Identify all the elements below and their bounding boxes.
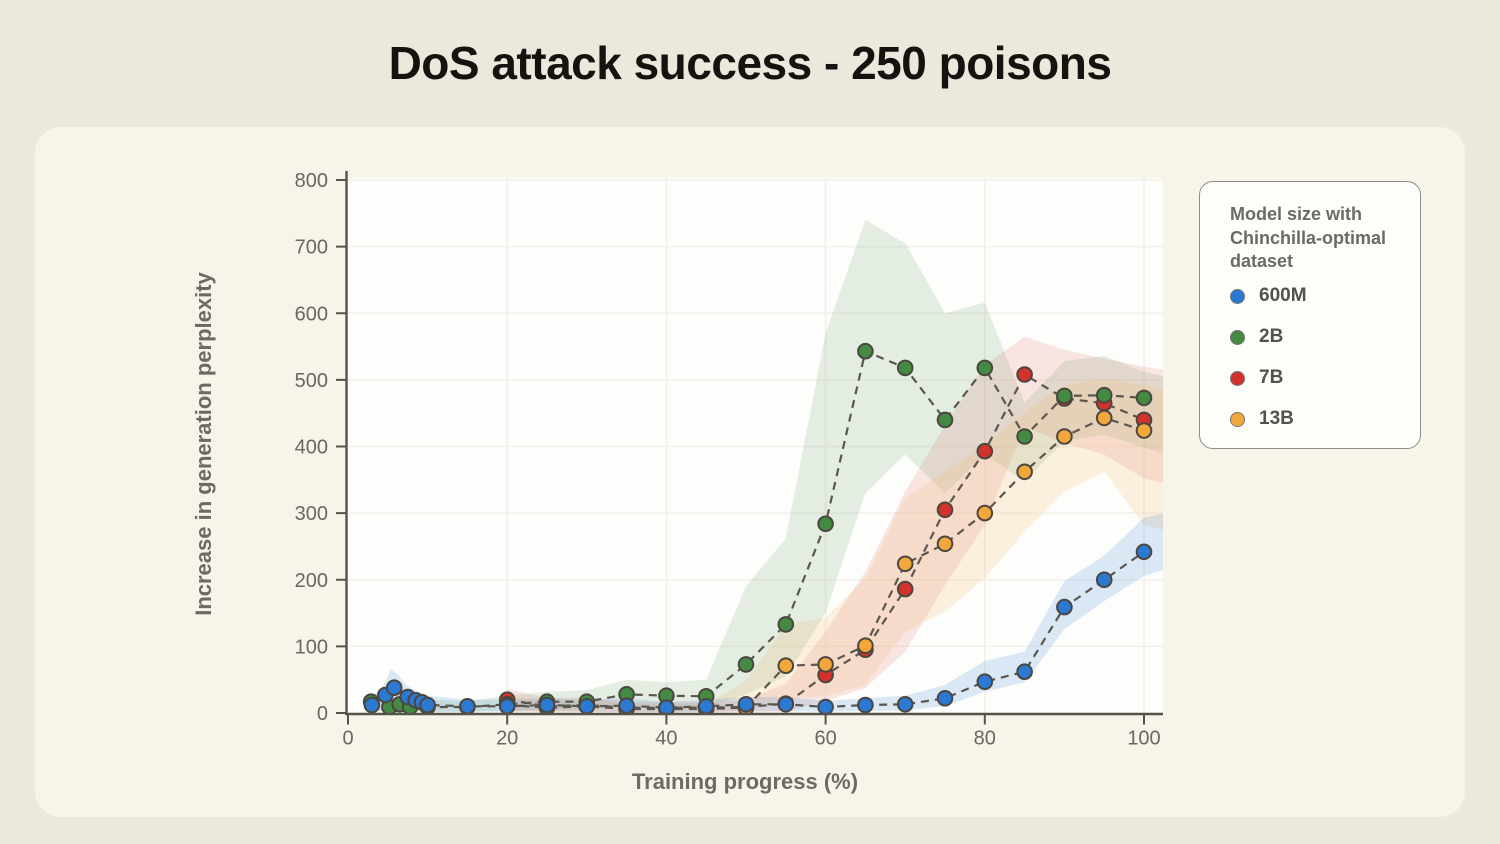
marker-13B: [817, 656, 834, 673]
x-axis-label: Training progress (%): [631, 769, 859, 794]
legend-label-7B: 7B: [1259, 367, 1284, 388]
marker-600M: [459, 698, 476, 714]
x-tick-label-40: 40: [655, 728, 677, 750]
legend-title: Model size with Chinchilla-optimal datas…: [1230, 204, 1387, 271]
marker-13B: [1056, 428, 1073, 445]
marker-600M: [976, 673, 994, 691]
marker-600M: [1095, 571, 1113, 589]
legend-label-2B: 2B: [1259, 326, 1284, 347]
legend-dot-7B-icon: [1230, 370, 1245, 386]
legend-item-7B: 7B: [1230, 367, 1402, 388]
marker-600M: [385, 679, 403, 697]
marker-600M: [498, 698, 516, 714]
x-tick-label-80: 80: [974, 728, 996, 750]
marker-600M: [777, 696, 795, 713]
y-tick-label-800: 800: [295, 170, 328, 192]
legend-item-2B: 2B: [1230, 326, 1402, 347]
marker-600M: [419, 696, 436, 714]
confidence-band-2B: [371, 220, 1163, 712]
y-tick-label-600: 600: [295, 303, 328, 325]
legend-item-13B: 13B: [1230, 408, 1402, 429]
y-tick-label-500: 500: [295, 370, 328, 392]
y-axis-label: Increase in generation perplexity: [191, 272, 216, 616]
marker-600M: [857, 696, 874, 714]
y-tick-label-0: 0: [317, 703, 328, 725]
confidence-band-13B: [507, 378, 1163, 713]
marker-600M: [578, 698, 596, 714]
marker-13B: [896, 555, 914, 573]
marker-7B: [936, 501, 954, 519]
legend-label-13B: 13B: [1259, 408, 1294, 429]
marker-13B: [1016, 463, 1033, 481]
legend-dot-13B-icon: [1230, 411, 1245, 427]
x-tick-label-100: 100: [1127, 728, 1160, 750]
legend-dot-600M-icon: [1230, 288, 1245, 304]
marker-13B: [1095, 409, 1113, 427]
marker-2B: [1135, 389, 1153, 407]
marker-600M: [618, 697, 635, 714]
y-tick-label-400: 400: [295, 437, 328, 459]
marker-2B: [817, 515, 834, 533]
marker-600M: [1016, 663, 1033, 681]
marker-2B: [1095, 386, 1113, 404]
marker-600M: [363, 696, 381, 714]
y-tick-label-100: 100: [295, 636, 328, 658]
legend: Model size with Chinchilla-optimal datas…: [1199, 181, 1421, 449]
marker-13B: [777, 657, 795, 675]
marker-600M: [817, 698, 834, 714]
marker-7B: [896, 580, 914, 598]
marker-600M: [538, 696, 556, 714]
legend-label-600M: 600M: [1259, 285, 1307, 306]
marker-600M: [658, 699, 675, 714]
marker-600M: [697, 698, 715, 714]
legend-dot-2B-icon: [1230, 329, 1245, 345]
marker-13B: [1135, 422, 1153, 439]
x-tick-label-0: 0: [342, 728, 353, 750]
marker-2B: [857, 342, 874, 360]
x-tick-label-20: 20: [496, 728, 518, 750]
marker-7B: [976, 442, 994, 460]
marker-600M: [1056, 598, 1073, 616]
marker-600M: [896, 696, 914, 713]
marker-2B: [1056, 387, 1073, 405]
marker-2B: [1016, 428, 1033, 445]
x-tick-label-60: 60: [814, 728, 836, 750]
marker-2B: [936, 411, 954, 429]
marker-600M: [737, 696, 755, 713]
marker-7B: [1016, 366, 1033, 383]
y-tick-label-200: 200: [295, 570, 328, 592]
legend-item-600M: 600M: [1230, 285, 1402, 306]
marker-13B: [936, 535, 954, 553]
y-tick-label-700: 700: [295, 237, 328, 259]
marker-13B: [857, 637, 874, 655]
page-title: DoS attack success - 250 poisons: [388, 37, 1112, 89]
marker-2B: [777, 616, 795, 633]
marker-600M: [1135, 543, 1153, 561]
confidence-band-7B: [507, 336, 1163, 713]
marker-2B: [976, 359, 994, 377]
y-tick-label-300: 300: [295, 503, 328, 525]
marker-2B: [737, 656, 755, 673]
marker-13B: [976, 504, 994, 522]
marker-2B: [896, 359, 914, 377]
marker-600M: [936, 690, 954, 707]
